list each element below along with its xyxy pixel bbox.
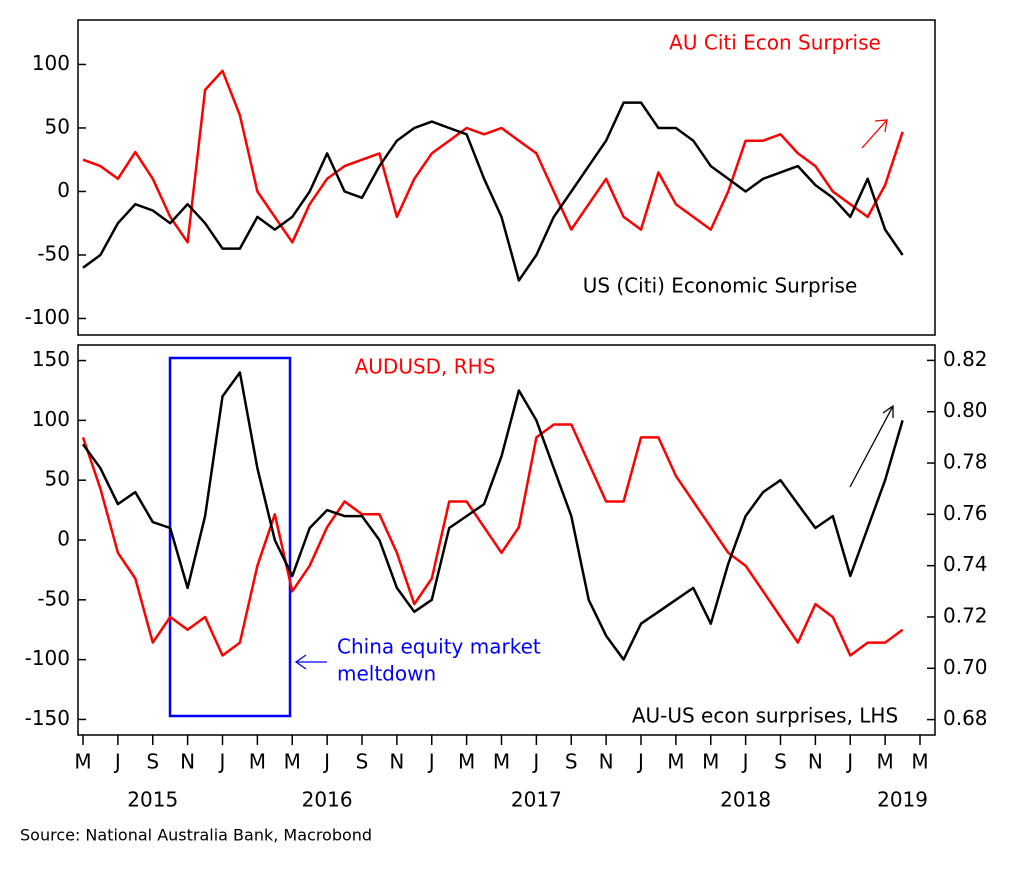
- y-tick-label: 50: [45, 114, 70, 138]
- y-tick-label: -100: [25, 646, 70, 670]
- y2-tick-label: 0.78: [943, 450, 988, 474]
- y-tick-label: 0: [57, 178, 70, 202]
- x-tick-label: J: [845, 750, 853, 774]
- x-tick-label: N: [599, 750, 614, 774]
- x-tick-label: J: [531, 750, 539, 774]
- x-tick-label: M: [493, 750, 510, 774]
- y-tick-label: -150: [25, 706, 70, 730]
- plot-frame: [77, 19, 936, 336]
- x-tick-label: J: [322, 750, 330, 774]
- series-label: AU Citi Econ Surprise: [669, 31, 881, 55]
- year-label: 2019: [877, 788, 928, 812]
- year-label: 2016: [302, 788, 353, 812]
- y2-tick-label: 0.80: [943, 398, 988, 422]
- x-tick-label: M: [667, 750, 684, 774]
- series-label: US (Citi) Economic Surprise: [583, 274, 858, 298]
- x-tick-label: M: [876, 750, 893, 774]
- x-tick-label: M: [911, 750, 928, 774]
- x-tick-label: M: [74, 750, 91, 774]
- highlight-box: [168, 356, 292, 718]
- series-line: [81, 423, 904, 657]
- y-tick-label: 0: [57, 527, 70, 551]
- x-tick-label: N: [389, 750, 404, 774]
- y-tick-label: -50: [37, 586, 70, 610]
- year-label: 2015: [127, 788, 178, 812]
- arrow: [849, 404, 894, 488]
- year-label: 2017: [511, 788, 562, 812]
- x-tick-label: J: [427, 750, 435, 774]
- series-line: [81, 371, 904, 661]
- annotation: meltdown: [337, 662, 436, 686]
- x-tick-label: N: [180, 750, 195, 774]
- series-line: [82, 69, 904, 244]
- x-tick-label: J: [218, 750, 226, 774]
- y2-tick-label: 0.82: [943, 347, 988, 371]
- x-tick-label: N: [808, 750, 823, 774]
- series-line: [82, 101, 904, 282]
- x-tick-label: M: [458, 750, 475, 774]
- y2-tick-label: 0.74: [943, 552, 988, 576]
- x-tick-label: J: [636, 750, 644, 774]
- arrow: [861, 119, 888, 149]
- y2-tick-label: 0.68: [943, 706, 988, 730]
- x-tick-label: M: [702, 750, 719, 774]
- year-label: 2018: [720, 788, 771, 812]
- arrow: [294, 654, 327, 670]
- y-tick-label: 150: [32, 347, 70, 371]
- x-tick-label: J: [113, 750, 121, 774]
- y2-tick-label: 0.72: [943, 603, 988, 627]
- x-tick-label: M: [249, 750, 266, 774]
- annotation: China equity market: [337, 635, 541, 659]
- y-tick-label: -100: [25, 305, 70, 329]
- series-label: AUDUSD, RHS: [355, 355, 496, 379]
- x-tick-label: S: [356, 750, 369, 774]
- y2-tick-label: 0.70: [943, 655, 988, 679]
- y-tick-label: -50: [37, 241, 70, 265]
- x-tick-label: S: [774, 750, 787, 774]
- y-tick-label: 50: [45, 467, 70, 491]
- source: Source: National Australia Bank, Macrobo…: [20, 826, 372, 845]
- y2-tick-label: 0.76: [943, 501, 988, 525]
- x-tick-label: S: [565, 750, 578, 774]
- y-tick-label: 100: [32, 51, 70, 75]
- x-tick-label: S: [146, 750, 159, 774]
- series-label: AU-US econ surprises, LHS: [632, 704, 898, 728]
- x-tick-label: M: [284, 750, 301, 774]
- x-tick-label: J: [741, 750, 749, 774]
- y-tick-label: 100: [32, 407, 70, 431]
